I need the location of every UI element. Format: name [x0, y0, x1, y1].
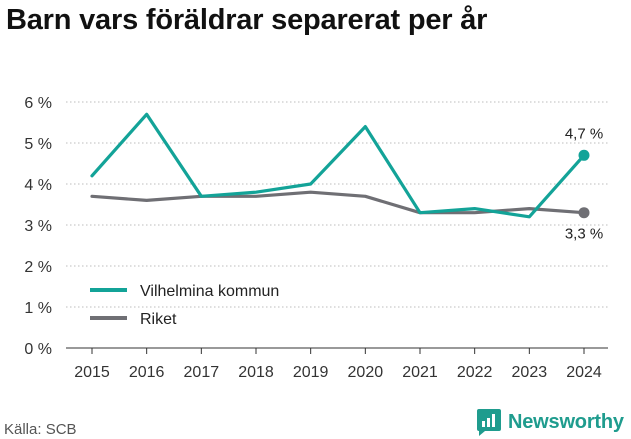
brand-logo: Newsworthy	[476, 407, 624, 437]
x-tick-label: 2015	[74, 364, 110, 381]
y-tick-label: 6 %	[24, 95, 52, 112]
y-tick-label: 3 %	[24, 218, 52, 235]
grid-lines	[66, 101, 608, 308]
x-tick-label: 2020	[348, 364, 384, 381]
series-line-1	[90, 190, 586, 215]
brand-name: Newsworthy	[508, 410, 624, 433]
x-tick-label: 2016	[129, 364, 165, 381]
x-tick-label: 2017	[184, 364, 220, 381]
legend-label-1: Riket	[140, 311, 177, 328]
x-tick-label: 2024	[566, 364, 602, 381]
axes: 0 % 1 % 2 % 3 % 4 % 5 % 6 % 2015 2016 2017 2018 201…	[24, 95, 608, 381]
y-tick-label: 2 %	[24, 259, 52, 276]
x-tick-label: 2019	[293, 364, 329, 381]
y-tick-label: 4 %	[24, 177, 52, 194]
series-end-point-1	[578, 207, 590, 219]
y-tick-label: 1 %	[24, 300, 52, 317]
x-tick-label: 2018	[238, 364, 274, 381]
x-tick-label: 2022	[457, 364, 493, 381]
series-end-point-0	[578, 149, 590, 161]
chart-title: Barn vars föräldrar separerat per år	[6, 4, 488, 36]
series-end-label-0: 4,7 %	[565, 125, 603, 142]
legend: Vilhelmina kommun Riket	[90, 283, 279, 328]
source-note: Källa: SCB	[4, 421, 77, 438]
bar-chart-logo-icon	[477, 409, 501, 436]
series-lines: 3,3 % 4,7 %	[90, 112, 603, 243]
series-end-label-1: 3,3 %	[565, 226, 603, 243]
x-tick-label: 2023	[512, 364, 548, 381]
legend-label-0: Vilhelmina kommun	[140, 283, 279, 300]
x-tick-label: 2021	[402, 364, 438, 381]
y-tick-label: 5 %	[24, 136, 52, 153]
y-tick-label: 0 %	[24, 341, 52, 358]
series-line-0	[90, 112, 586, 219]
